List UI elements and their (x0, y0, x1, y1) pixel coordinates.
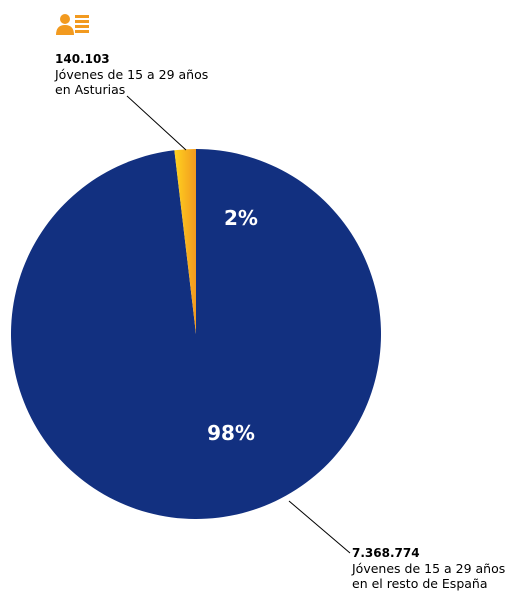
pie-slices (10, 149, 381, 519)
callout-resto-espana: 7.368.774 Jóvenes de 15 a 29 años en el … (352, 546, 505, 591)
asturias-value: 140.103 (55, 52, 110, 66)
percent-labels: 2% 98% (207, 206, 258, 445)
slice-asturias (174, 149, 196, 334)
callout-lines (126, 95, 351, 554)
callout-line-resto-espana (288, 500, 351, 554)
slice-resto-espana (10, 149, 381, 519)
callout-asturias: 140.103 Jóvenes de 15 a 29 años en Astur… (55, 52, 208, 97)
resto-label-line2: en el resto de España (352, 576, 488, 591)
asturias-label-line2: en Asturias (55, 82, 126, 97)
percent-label-resto-espana: 98% (207, 421, 255, 445)
callout-line-asturias (126, 95, 187, 151)
asturias-label-line1: Jóvenes de 15 a 29 años (55, 67, 209, 82)
resto-value: 7.368.774 (352, 546, 420, 560)
percent-label-asturias: 2% (224, 206, 258, 230)
resto-label-line1: Jóvenes de 15 a 29 años (352, 561, 506, 576)
person-list-icon (56, 14, 89, 35)
